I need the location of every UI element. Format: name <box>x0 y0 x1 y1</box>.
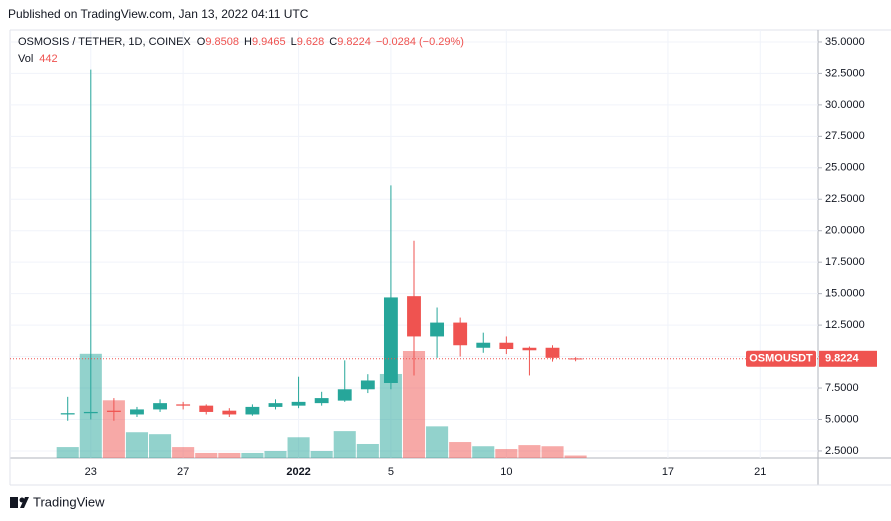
volume-bar <box>172 447 195 458</box>
candle-body <box>199 405 214 412</box>
candle-body <box>499 342 514 350</box>
volume-bar <box>102 400 125 458</box>
legend-field-value: 9.9465 <box>252 36 286 48</box>
volume-bar <box>56 447 79 458</box>
ticker-tag <box>746 350 816 367</box>
candle-body <box>476 342 491 348</box>
volume-bar <box>426 426 449 458</box>
legend-field-label: L <box>291 36 297 48</box>
y-tick-label: 15.0000 <box>825 288 865 300</box>
volume-layer <box>56 351 587 458</box>
volume-bar <box>472 446 495 458</box>
y-tick-label: 17.5000 <box>825 256 865 268</box>
legend-field-value: 9.8508 <box>205 36 239 48</box>
volume-bar <box>379 373 402 458</box>
candle-body <box>106 410 121 412</box>
volume-bar <box>402 351 426 458</box>
candle-body <box>130 409 144 415</box>
y-tick-label: 20.0000 <box>825 225 865 237</box>
last-price-tag <box>819 350 877 367</box>
volume-bar <box>541 446 564 458</box>
volume-bar <box>333 431 356 458</box>
y-tick-label: 25.0000 <box>825 162 865 174</box>
y-tick-label: 12.5000 <box>825 319 865 331</box>
published-note: Published on TradingView.com, Jan 13, 20… <box>8 7 309 21</box>
volume-bar <box>310 450 333 458</box>
volume-legend-label: Vol <box>18 53 33 65</box>
volume-bar <box>287 437 310 458</box>
volume-bar <box>449 442 472 458</box>
volume-bar <box>518 445 541 458</box>
volume-legend: Vol 442 <box>18 53 58 65</box>
y-tick-label: 7.5000 <box>825 382 859 394</box>
y-tick-label: 2.5000 <box>825 445 859 457</box>
y-tick-label: 22.5000 <box>825 193 865 205</box>
candle-body <box>268 403 283 407</box>
volume-bar <box>125 432 149 458</box>
candle-body <box>245 406 260 415</box>
y-tick-label: 32.5000 <box>825 67 865 79</box>
x-tick-label: 21 <box>754 466 766 478</box>
candle-body <box>453 322 468 346</box>
candle-body <box>60 413 75 415</box>
x-tick-label: 10 <box>500 466 512 478</box>
y-tick-label: 5.0000 <box>825 413 859 425</box>
y-tick-label: 27.5000 <box>825 130 865 142</box>
candle-body <box>153 403 167 410</box>
legend-field-label: H <box>244 36 252 48</box>
candle-body <box>83 411 98 414</box>
x-tick-label: 17 <box>662 466 674 478</box>
legend: OSMOSIS / TETHER, 1D, COINEX O9.8508 H9.94… <box>18 36 464 48</box>
volume-bar <box>495 449 518 458</box>
brand-logo <box>10 497 29 508</box>
candle-body <box>360 380 375 390</box>
volume-legend-value: 442 <box>39 53 57 65</box>
legend-field-value: 9.8224 <box>337 36 371 48</box>
y-tick-label: 30.0000 <box>825 99 865 111</box>
candle-body <box>522 347 537 351</box>
candle-body <box>383 297 398 383</box>
volume-bar <box>241 452 264 458</box>
legend-change: −0.0284 (−0.29%) <box>376 36 464 48</box>
brand-name: TradingView <box>33 494 105 509</box>
candle-body <box>291 401 306 406</box>
legend-field-label: O <box>197 36 206 48</box>
volume-bar <box>564 455 587 458</box>
volume-bar <box>195 452 218 458</box>
candle-body <box>545 347 560 358</box>
volume-bar <box>149 434 172 458</box>
volume-bar <box>356 443 379 458</box>
x-tick-label: 27 <box>177 466 189 478</box>
x-tick-label: 5 <box>388 466 394 478</box>
ticker-tag-label: OSMOUSDT <box>749 353 813 365</box>
candle-body <box>430 322 445 337</box>
candle-body <box>314 398 329 404</box>
candle-body <box>568 358 583 360</box>
legend-symbol: OSMOSIS / TETHER, 1D, COINEX <box>18 36 191 48</box>
x-tick-label: 23 <box>85 466 97 478</box>
volume-bar <box>218 452 241 458</box>
volume-bar <box>264 450 287 458</box>
candle-layer <box>60 69 583 421</box>
last-price-label: 9.8224 <box>825 353 860 365</box>
candle-body <box>222 410 237 415</box>
legend-field-label: C <box>329 36 337 48</box>
x-tick-label: 2022 <box>286 466 310 478</box>
candle-body <box>176 404 191 406</box>
candle-body <box>407 296 421 337</box>
legend-field-value: 9.628 <box>297 36 325 48</box>
y-tick-label: 35.0000 <box>825 36 865 48</box>
candle-body <box>337 389 352 401</box>
